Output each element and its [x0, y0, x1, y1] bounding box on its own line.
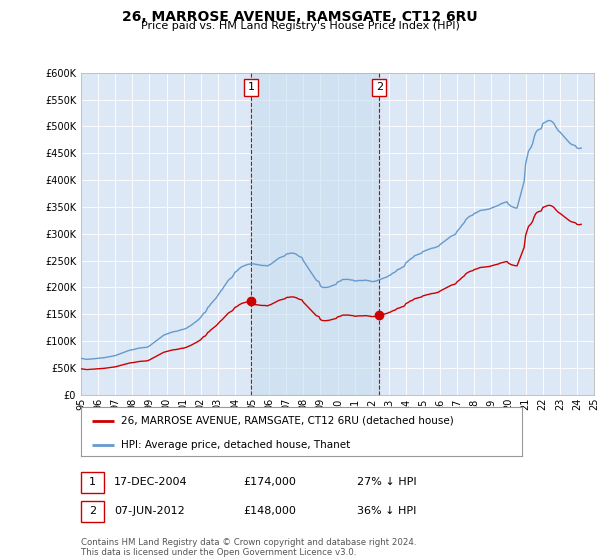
- Text: Contains HM Land Registry data © Crown copyright and database right 2024.
This d: Contains HM Land Registry data © Crown c…: [81, 538, 416, 557]
- Text: £174,000: £174,000: [243, 477, 296, 487]
- Text: 2: 2: [89, 506, 96, 516]
- Text: 27% ↓ HPI: 27% ↓ HPI: [357, 477, 416, 487]
- Text: Price paid vs. HM Land Registry's House Price Index (HPI): Price paid vs. HM Land Registry's House …: [140, 21, 460, 31]
- Text: 17-DEC-2004: 17-DEC-2004: [114, 477, 188, 487]
- Text: 07-JUN-2012: 07-JUN-2012: [114, 506, 185, 516]
- Text: 36% ↓ HPI: 36% ↓ HPI: [357, 506, 416, 516]
- Text: 26, MARROSE AVENUE, RAMSGATE, CT12 6RU: 26, MARROSE AVENUE, RAMSGATE, CT12 6RU: [122, 10, 478, 24]
- Text: 26, MARROSE AVENUE, RAMSGATE, CT12 6RU (detached house): 26, MARROSE AVENUE, RAMSGATE, CT12 6RU (…: [121, 416, 454, 426]
- Text: 2: 2: [376, 82, 383, 92]
- Text: 1: 1: [89, 477, 96, 487]
- Text: £148,000: £148,000: [243, 506, 296, 516]
- Text: 1: 1: [248, 82, 255, 92]
- Text: HPI: Average price, detached house, Thanet: HPI: Average price, detached house, Than…: [121, 440, 350, 450]
